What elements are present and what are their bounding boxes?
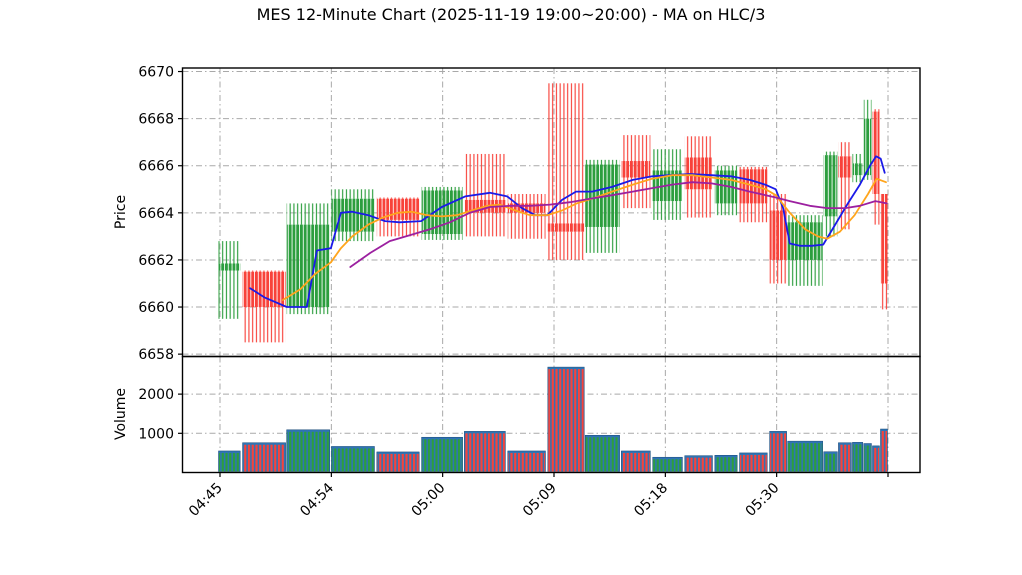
time-tick-label: 04:54	[297, 480, 337, 520]
volume-bar	[584, 435, 620, 472]
price-tick-label: 6658	[138, 347, 174, 363]
volume-bar	[863, 443, 872, 472]
volume-bar	[652, 456, 683, 472]
volume-bar	[852, 442, 864, 472]
candle-cluster	[823, 151, 838, 237]
volume-bar	[507, 450, 546, 472]
candle-cluster	[376, 197, 420, 237]
time-tick-label: 05:18	[631, 480, 671, 520]
price-tick-label: 6668	[138, 112, 174, 128]
candle-cluster	[838, 142, 852, 230]
candle-cluster	[880, 193, 888, 310]
volume-panel-border	[181, 355, 921, 474]
candle-cluster	[585, 159, 620, 253]
time-tick-label: 04:45	[186, 480, 226, 520]
time-tick-label: 05:30	[743, 480, 783, 520]
volume-bar	[464, 431, 506, 472]
ma-slow-line	[349, 181, 888, 268]
volume-bar	[376, 451, 420, 472]
volume-bar	[218, 450, 241, 472]
volume-tick-label: 2000	[138, 387, 174, 403]
candle-cluster	[547, 83, 585, 260]
volume-bar	[242, 442, 286, 472]
volume-tick-label: 1000	[138, 426, 174, 442]
time-tick-label: 05:09	[520, 480, 560, 520]
price-tick-label: 6670	[138, 65, 174, 81]
candle-cluster	[421, 186, 463, 240]
price-tick-label: 6666	[138, 159, 174, 175]
volume-bar	[838, 442, 852, 472]
volume-bar	[880, 428, 888, 472]
candle-cluster	[863, 99, 872, 180]
volume-bar	[714, 455, 738, 472]
candle-cluster	[621, 135, 651, 209]
ma-fast-line	[249, 155, 886, 308]
candle-cluster	[787, 215, 823, 286]
volume-bar	[872, 445, 880, 472]
price-tick-label: 6664	[138, 206, 174, 222]
volume-bar	[286, 429, 330, 472]
candle-cluster	[769, 193, 787, 284]
price-tick-label: 6662	[138, 253, 174, 269]
volume-bar	[739, 452, 768, 472]
candle-cluster	[684, 136, 713, 218]
volume-bar	[331, 446, 375, 472]
volume-bar	[769, 431, 787, 472]
candle-cluster	[286, 203, 330, 315]
volume-bar	[684, 455, 713, 472]
candle-cluster	[872, 109, 880, 225]
volume-bar	[421, 436, 463, 472]
volume-bars	[218, 366, 888, 472]
candle-cluster	[852, 153, 863, 183]
candle-cluster	[507, 193, 546, 239]
candle-cluster	[464, 153, 506, 237]
candle-cluster	[242, 270, 286, 343]
volume-bar	[547, 366, 585, 472]
candle-cluster	[218, 241, 241, 319]
candles	[218, 83, 888, 343]
candle-cluster	[714, 165, 738, 216]
ma-mid-line	[281, 174, 887, 301]
chart-title: MES 12-Minute Chart (2025-11-19 19:00~20…	[256, 5, 766, 24]
volume-bar	[621, 450, 651, 472]
volume-bar	[823, 451, 838, 472]
price-tick-label: 6660	[138, 300, 174, 316]
time-tick-label: 05:00	[409, 480, 449, 520]
volume-bar	[787, 440, 823, 472]
